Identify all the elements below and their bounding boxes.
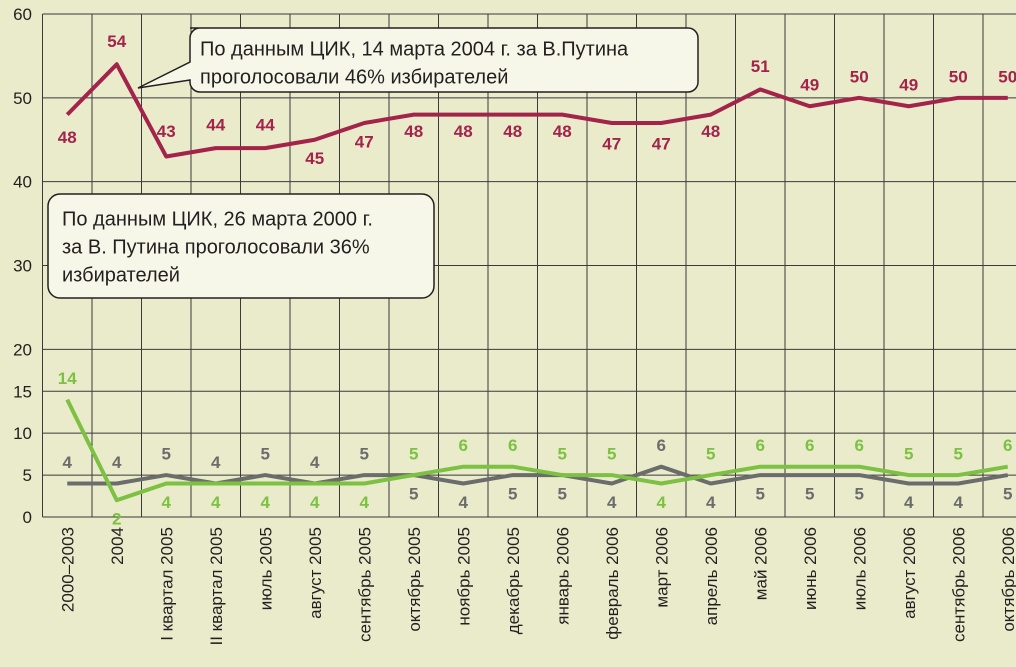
x-tick-label: октябрь 2005 (405, 527, 424, 632)
annotation: избирателей (62, 264, 180, 286)
data-label: 6 (1003, 436, 1012, 455)
data-label: 5 (706, 445, 715, 464)
data-label: 50 (850, 67, 869, 86)
x-tick-label: сентябрь 2005 (355, 527, 374, 642)
data-label: 5 (805, 485, 814, 504)
data-label: 49 (899, 76, 918, 95)
x-tick-label: январь 2006 (553, 527, 572, 625)
x-tick-label: июль 2005 (256, 527, 275, 610)
data-label: 49 (800, 76, 819, 95)
data-label: 5 (261, 445, 270, 464)
data-label: 43 (157, 122, 176, 141)
data-label: 48 (404, 122, 423, 141)
data-label: 4 (162, 493, 172, 512)
x-tick-label: сентябрь 2006 (949, 527, 968, 642)
data-label: 44 (256, 116, 275, 135)
data-label: 5 (954, 445, 963, 464)
data-label: 48 (701, 122, 720, 141)
data-label: 5 (360, 445, 369, 464)
y-tick-label: 60 (13, 5, 32, 24)
data-label: 6 (459, 436, 468, 455)
data-label: 5 (607, 445, 616, 464)
data-label: 4 (954, 493, 964, 512)
data-label: 48 (553, 122, 572, 141)
data-label: 50 (949, 67, 968, 86)
x-tick-label: июнь 2006 (801, 527, 820, 610)
data-label: 5 (855, 485, 864, 504)
data-label: 5 (409, 445, 418, 464)
data-label: 6 (508, 436, 517, 455)
annotation: проголосовали 46% избирателей (200, 66, 508, 88)
x-tick-label: июль 2006 (850, 527, 869, 610)
x-tick-label: август 2006 (900, 527, 919, 619)
data-label: 5 (756, 485, 765, 504)
data-label: 4 (360, 493, 370, 512)
callout-box (137, 27, 699, 93)
x-tick-label: март 2006 (652, 527, 671, 608)
data-label: 4 (112, 453, 122, 472)
y-tick-label: 15 (13, 382, 32, 401)
x-tick-label: октябрь 2006 (999, 527, 1016, 632)
data-label: 5 (558, 485, 567, 504)
data-label: 48 (454, 122, 473, 141)
data-label: 5 (558, 445, 567, 464)
annotation: за В. Путина проголосовали 36% (62, 236, 370, 258)
x-tick-label: 2000–2003 (58, 527, 77, 612)
y-tick-label: 0 (23, 508, 32, 527)
data-label: 14 (58, 369, 77, 388)
data-label: 47 (652, 134, 671, 153)
data-label: 4 (459, 493, 469, 512)
data-label: 4 (607, 493, 617, 512)
data-label: 45 (305, 149, 324, 168)
data-label: 5 (904, 445, 913, 464)
data-label: 6 (855, 436, 864, 455)
y-tick-label: 30 (13, 257, 32, 276)
data-label: 5 (508, 485, 517, 504)
data-label: 44 (206, 116, 225, 135)
data-label: 6 (657, 436, 666, 455)
x-tick-label: август 2005 (306, 527, 325, 619)
data-label: 50 (998, 67, 1016, 86)
callout-box (47, 193, 435, 299)
data-label: 6 (805, 436, 814, 455)
x-tick-label: апрель 2006 (702, 527, 721, 625)
data-label: 4 (63, 453, 73, 472)
y-tick-label: 5 (23, 466, 32, 485)
x-tick-label: I квартал 2005 (157, 527, 176, 641)
x-tick-label: май 2006 (751, 527, 770, 600)
data-label: 6 (756, 436, 765, 455)
data-label: 2 (112, 510, 121, 529)
series-line (65, 62, 1008, 159)
data-label: 4 (211, 493, 221, 512)
data-label: 48 (58, 128, 77, 147)
y-tick-label: 40 (13, 173, 32, 192)
x-tick-label: ноябрь 2005 (454, 527, 473, 626)
data-label: 5 (1003, 485, 1012, 504)
data-label: 54 (107, 32, 126, 51)
y-tick-label: 20 (13, 340, 32, 359)
data-label: 48 (503, 122, 522, 141)
data-label: 47 (602, 134, 621, 153)
x-tick-label: декабрь 2005 (504, 527, 523, 634)
annotation: По данным ЦИК, 26 марта 2000 г. (62, 208, 373, 230)
data-label: 4 (261, 493, 271, 512)
data-label: 4 (310, 453, 320, 472)
data-label: 5 (162, 445, 171, 464)
data-label: 5 (409, 485, 418, 504)
y-tick-label: 50 (13, 89, 32, 108)
data-label: 4 (706, 493, 716, 512)
data-label: 4 (211, 453, 221, 472)
data-label: 51 (751, 57, 770, 76)
x-tick-label: 2004 (108, 527, 127, 565)
data-label: 4 (904, 493, 914, 512)
y-tick-label: 10 (13, 424, 32, 443)
x-tick-label: февраль 2006 (603, 527, 622, 640)
data-label: 47 (355, 132, 374, 151)
data-label: 4 (310, 493, 320, 512)
x-tick-label: II квартал 2005 (207, 527, 226, 646)
annotation: По данным ЦИК, 14 марта 2004 г. за В.Пут… (200, 38, 629, 60)
data-label: 4 (657, 493, 667, 512)
series-line (65, 398, 1009, 503)
